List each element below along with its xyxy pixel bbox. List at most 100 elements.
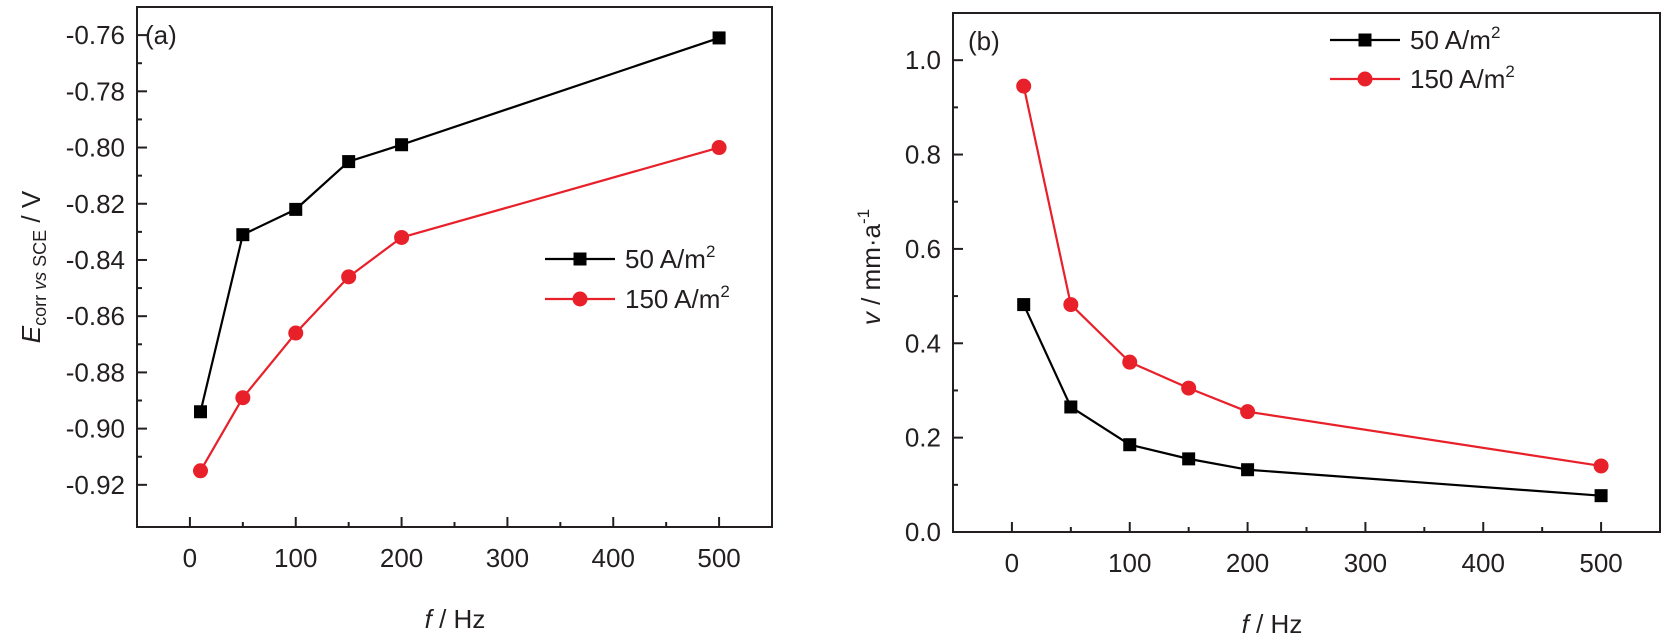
y-axis-title-superscript: -1 — [854, 209, 873, 224]
legend-label-superscript: 2 — [706, 242, 715, 261]
legend-marker-circle — [1357, 71, 1373, 87]
series-line — [1022, 304, 1602, 497]
data-point-square — [342, 155, 356, 169]
data-point-square — [194, 405, 207, 419]
y-tick-label: 0.0 — [905, 517, 941, 547]
data-point-circle — [1240, 404, 1256, 420]
y-tick-label: -0.90 — [66, 414, 125, 444]
data-point-circle — [1063, 297, 1079, 313]
panel-a: 0 100 200 300 400 500 -0.92 -0.90 -0.88 -0.86 -0.8… — [16, 6, 773, 634]
y-tick-label: -0.84 — [66, 245, 125, 275]
legend-label-superscript: 2 — [1491, 23, 1500, 42]
series-150 — [1016, 78, 1609, 474]
data-point-square — [1594, 489, 1608, 503]
series-line — [1022, 85, 1602, 468]
legend-entry: 50 A/m2 — [1330, 23, 1500, 55]
plot-frame — [952, 12, 1661, 533]
x-axis-title: f / Hz — [425, 604, 486, 634]
data-point-square — [1123, 438, 1137, 452]
y-axis-title-unit: / mm·a — [856, 223, 886, 312]
data-point-circle — [341, 269, 357, 285]
y-axis-title: v / mm·a-1 — [854, 209, 886, 325]
data-point-square — [1182, 452, 1196, 466]
y-tick-label: -0.80 — [66, 133, 125, 163]
legend-entry: 150 A/m2 — [545, 282, 730, 314]
y-axis-title-subscript-vs: vs — [30, 272, 50, 290]
data-point-circle — [193, 463, 208, 479]
y-tick-label: 0.8 — [905, 140, 941, 170]
y-axis-title-unit: / V — [16, 190, 46, 230]
data-point-square — [395, 138, 409, 152]
legend-marker-circle — [572, 291, 588, 307]
x-tick-label: 100 — [1108, 548, 1151, 578]
panel-label: (b) — [968, 26, 1000, 56]
data-point-circle — [1181, 380, 1197, 396]
legend-entry: 50 A/m2 — [545, 242, 715, 274]
y-tick-label: -0.86 — [66, 301, 125, 331]
y-tick-label: -0.82 — [66, 189, 125, 219]
data-point-square — [1017, 298, 1031, 312]
y-tick-label: -0.88 — [66, 357, 125, 387]
x-tick-label: 0 — [183, 543, 197, 573]
x-tick-label: 100 — [274, 543, 317, 573]
legend-label-text: 50 A/m — [625, 244, 706, 274]
x-tick-label: 300 — [486, 543, 529, 573]
legend-entry: 150 A/m2 — [1330, 62, 1515, 94]
data-point-circle — [235, 390, 251, 406]
x-axis-title-symbol: f — [1242, 609, 1252, 639]
y-axis-title: Ecorr vs SCE / V — [16, 190, 50, 343]
data-point-square — [712, 31, 726, 45]
y-axis-title-subscript-ref: SCE — [30, 230, 50, 272]
y-tick-label: -0.78 — [66, 76, 125, 106]
data-point-square — [289, 202, 303, 216]
x-tick-label: 400 — [1462, 548, 1505, 578]
panel-b: 0 100 200 300 400 500 0.0 0.2 0.4 0.6 0.8 1.0 (b) f /… — [854, 12, 1661, 639]
legend-label: 50 A/m2 — [625, 242, 715, 274]
legend-label: 150 A/m2 — [1410, 62, 1515, 94]
data-point-circle — [1593, 458, 1609, 474]
data-point-square — [236, 228, 250, 242]
y-tick-label: -0.92 — [66, 470, 125, 500]
y-axis-title-subscript: corr — [30, 290, 50, 326]
x-axis-title-unit: / Hz — [432, 604, 485, 634]
y-tick-label: 0.4 — [905, 328, 941, 358]
y-axis-title-symbol: E — [16, 325, 46, 343]
series-line — [199, 146, 720, 472]
legend-label-superscript: 2 — [720, 282, 729, 301]
panel-label: (a) — [145, 20, 177, 50]
legend-label: 50 A/m2 — [1410, 23, 1500, 55]
data-point-circle — [711, 140, 727, 156]
x-tick-label: 0 — [1005, 548, 1019, 578]
x-axis-title-symbol: f — [425, 604, 435, 634]
x-tick-label: 200 — [380, 543, 423, 573]
legend-label-text: 50 A/m — [1410, 25, 1491, 55]
x-tick-label: 300 — [1344, 548, 1387, 578]
series-50 — [1017, 298, 1608, 503]
data-point-circle — [394, 229, 410, 245]
legend-label-text: 150 A/m — [625, 284, 720, 314]
legend-label: 150 A/m2 — [625, 282, 730, 314]
data-point-square — [1241, 463, 1255, 477]
legend-label-superscript: 2 — [1505, 62, 1514, 81]
data-point-circle — [288, 325, 304, 341]
y-tick-label: 0.2 — [905, 423, 941, 453]
y-tick-label: 0.6 — [905, 234, 941, 264]
series-150 — [193, 140, 727, 479]
y-tick-label: -0.76 — [66, 20, 125, 50]
data-point-circle — [1122, 354, 1138, 370]
data-point-square — [1064, 400, 1078, 414]
x-tick-label: 200 — [1226, 548, 1269, 578]
y-tick-label: 1.0 — [905, 45, 941, 75]
legend-label-text: 150 A/m — [1410, 64, 1505, 94]
x-axis-title-unit: / Hz — [1249, 609, 1302, 639]
legend-marker-square — [1358, 33, 1372, 47]
series-line — [199, 36, 720, 413]
x-axis-title: f / Hz — [1242, 609, 1303, 639]
x-tick-label: 400 — [592, 543, 635, 573]
x-tick-label: 500 — [1579, 548, 1622, 578]
series-50 — [194, 31, 726, 419]
legend-marker-square — [573, 252, 587, 266]
y-axis-title-symbol: v — [856, 310, 886, 325]
data-point-circle — [1016, 78, 1032, 94]
